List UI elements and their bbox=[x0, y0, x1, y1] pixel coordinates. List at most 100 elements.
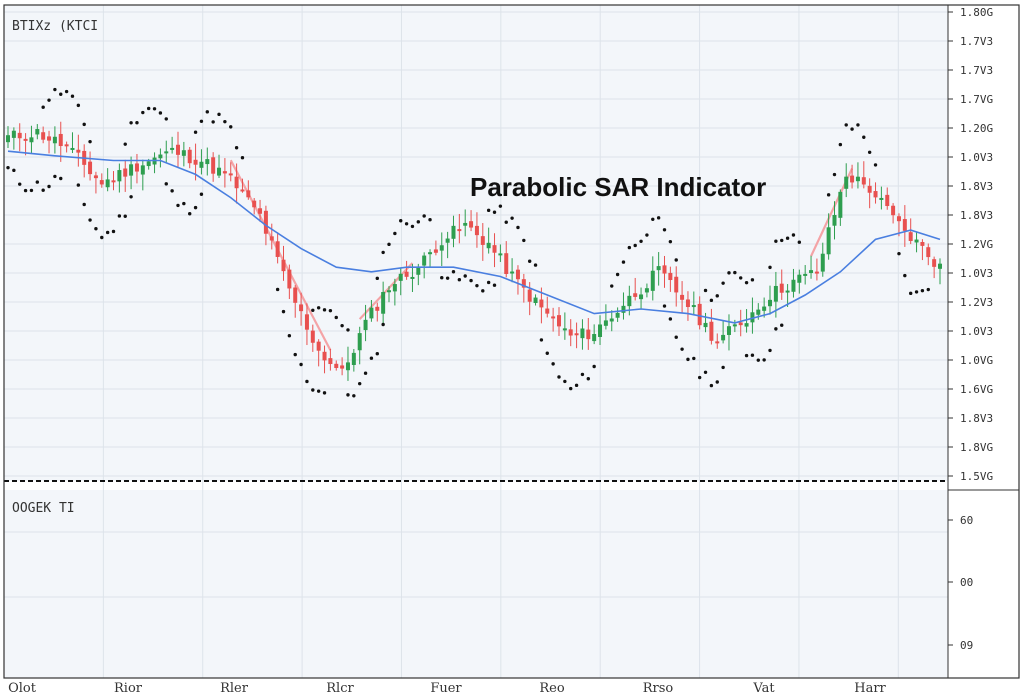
candle-body bbox=[762, 306, 767, 311]
candle-body bbox=[269, 236, 274, 241]
candle-body bbox=[316, 341, 321, 351]
candle bbox=[709, 308, 714, 345]
sar-dot bbox=[621, 260, 626, 264]
time-tick-label: Harr bbox=[854, 681, 886, 696]
candle-body bbox=[662, 265, 667, 274]
candle-body bbox=[439, 245, 444, 251]
candle-body bbox=[170, 147, 175, 150]
candle-body bbox=[398, 273, 403, 281]
candle bbox=[556, 307, 561, 336]
candle-body bbox=[193, 159, 198, 165]
candle bbox=[134, 153, 139, 184]
sar-dot bbox=[305, 379, 309, 384]
sar-dot bbox=[334, 315, 338, 320]
candle-body bbox=[527, 289, 532, 302]
candle bbox=[592, 324, 597, 345]
sar-dot bbox=[492, 210, 497, 214]
candle-body bbox=[510, 271, 515, 274]
candle-body bbox=[469, 221, 474, 228]
sar-dot-arc bbox=[440, 270, 497, 293]
candle-body bbox=[275, 241, 280, 257]
candle-body bbox=[422, 255, 427, 266]
sar-dot bbox=[182, 201, 186, 206]
sar-dot bbox=[692, 356, 696, 361]
candle bbox=[88, 151, 93, 181]
candle-body bbox=[486, 242, 491, 249]
sar-dot bbox=[82, 122, 86, 127]
candle-body bbox=[896, 216, 901, 222]
candle bbox=[832, 201, 837, 240]
sar-dot bbox=[47, 184, 51, 189]
candle-body bbox=[873, 191, 878, 198]
candle-body bbox=[556, 315, 561, 327]
candle bbox=[70, 132, 75, 154]
sar-dot bbox=[117, 214, 122, 218]
candle-body bbox=[879, 197, 884, 200]
sar-dot bbox=[610, 284, 614, 288]
candle bbox=[299, 292, 304, 326]
candle bbox=[580, 319, 585, 350]
sar-dot bbox=[88, 218, 92, 222]
candle bbox=[240, 178, 245, 193]
candle bbox=[867, 178, 872, 209]
candle-body bbox=[410, 276, 415, 279]
candle bbox=[375, 302, 380, 322]
sar-dot bbox=[328, 308, 333, 313]
time-axis-ticks: Olot Rior Rler Rlcr Fuer Reo Rrso Vat Harr bbox=[8, 681, 886, 696]
candle bbox=[52, 126, 57, 154]
symbol-label: BTIXz (KTCI bbox=[12, 19, 98, 34]
sar-dot bbox=[586, 377, 591, 381]
sar-dot bbox=[240, 156, 245, 160]
candle bbox=[35, 124, 40, 140]
candle-body bbox=[340, 365, 345, 369]
candle-body bbox=[451, 225, 456, 239]
candle bbox=[750, 297, 755, 334]
candle bbox=[275, 232, 280, 264]
sar-dot bbox=[316, 389, 321, 393]
sar-dot bbox=[908, 291, 913, 296]
sar-dot bbox=[6, 165, 10, 170]
candle-body bbox=[11, 130, 16, 138]
sar-dot bbox=[709, 383, 714, 388]
candle bbox=[797, 269, 802, 294]
sar-dot-arc bbox=[610, 216, 678, 288]
candle bbox=[76, 134, 81, 167]
candle-body bbox=[598, 324, 603, 337]
sar-dot bbox=[645, 233, 649, 237]
candle-body bbox=[773, 285, 778, 302]
candle-body bbox=[299, 304, 304, 312]
sar-dot bbox=[504, 220, 508, 224]
sar-dot bbox=[697, 375, 702, 380]
candle-body bbox=[932, 259, 937, 267]
candle bbox=[785, 284, 790, 307]
candle bbox=[410, 263, 415, 293]
candle bbox=[164, 140, 169, 163]
time-tick-label: Rrso bbox=[643, 681, 674, 696]
candle bbox=[515, 265, 520, 295]
sar-dot bbox=[721, 281, 725, 285]
sar-dot bbox=[662, 228, 667, 232]
sar-dot bbox=[838, 142, 843, 147]
sar-dot-arc bbox=[768, 233, 802, 270]
price-tick-label: 1.0V3 bbox=[960, 325, 993, 338]
candle bbox=[685, 291, 690, 321]
candle bbox=[381, 281, 386, 325]
candle-body bbox=[797, 274, 802, 283]
candle bbox=[217, 154, 222, 179]
candle-body bbox=[621, 305, 626, 313]
price-tick-label: 1.0VG bbox=[960, 354, 993, 367]
candle-body bbox=[351, 352, 356, 365]
sar-dot-arc bbox=[41, 87, 92, 144]
candle bbox=[293, 285, 298, 318]
candle bbox=[445, 231, 450, 259]
candle bbox=[199, 149, 204, 175]
candle-body bbox=[58, 133, 63, 147]
sar-dot bbox=[926, 287, 930, 292]
sar-dot bbox=[862, 135, 866, 139]
candle-body bbox=[240, 189, 245, 192]
sar-dot bbox=[721, 365, 725, 370]
sar-dot bbox=[768, 265, 772, 270]
candle-body bbox=[234, 176, 239, 189]
candle bbox=[246, 180, 251, 200]
sar-dot bbox=[686, 357, 690, 362]
